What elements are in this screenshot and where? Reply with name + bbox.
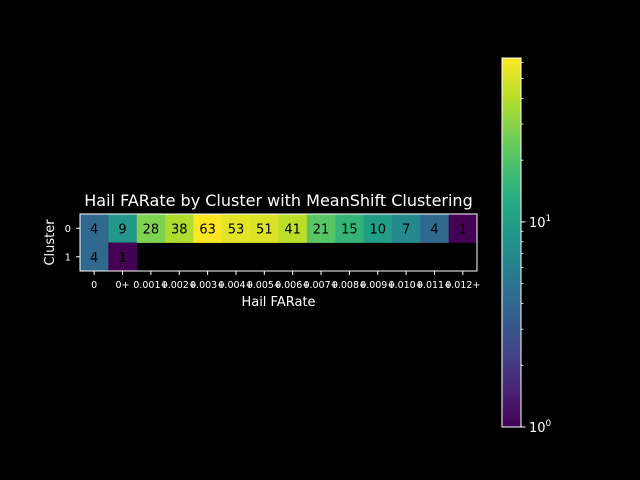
cell-value-label: 1 — [118, 251, 126, 266]
heatmap-cell — [165, 214, 194, 243]
x-tick-label: 0.011+ — [417, 280, 452, 291]
cell-value-label: 41 — [284, 222, 301, 237]
cell-value-label: 4 — [90, 251, 98, 266]
x-tick-label: 0 — [91, 280, 97, 291]
x-tick-label: 0.003+ — [190, 280, 225, 291]
heatmap-cell — [80, 214, 109, 243]
cell-value-label: 28 — [143, 222, 160, 237]
heatmap-cell — [391, 214, 421, 243]
y-tick-label: 1 — [65, 252, 71, 263]
heatmap-cell — [306, 214, 336, 243]
heatmap-cell — [278, 214, 308, 243]
cell-value-label: 63 — [199, 222, 216, 237]
cell-value-label: 51 — [256, 222, 273, 237]
cell-value-label: 7 — [402, 222, 410, 237]
colorbar-tick-label: 101 — [529, 214, 551, 231]
cell-value-label: 1 — [459, 222, 467, 237]
cell-value-label: 9 — [118, 222, 126, 237]
chart-title: Hail FARate by Cluster with MeanShift Cl… — [84, 191, 472, 210]
heatmap-cell — [108, 214, 138, 243]
heatmap-frame — [79, 213, 478, 272]
x-tick-label: 0.004+ — [218, 280, 253, 291]
cell-value-label: 10 — [369, 222, 386, 237]
heatmap-cell — [136, 214, 166, 243]
x-tick-label: 0.001+ — [133, 280, 168, 291]
heatmap-cell — [363, 214, 393, 243]
cell-value-label: 53 — [228, 222, 245, 237]
x-tick-label: 0.012+ — [445, 280, 480, 291]
colorbar-gradient — [501, 57, 522, 428]
heatmap-cell — [250, 214, 279, 243]
x-tick-label: 0+ — [116, 280, 130, 291]
x-tick-label: 0.008+ — [332, 280, 367, 291]
y-axis-label: Cluster — [43, 219, 58, 266]
x-axis-ticks: 0 0+ 0.001+0.002+0.003+0.004+0.005+0.006+0… — [91, 271, 480, 291]
x-tick-label: 0.009+ — [360, 280, 395, 291]
heatmap-cell — [448, 214, 478, 243]
heatmap-cell — [108, 242, 138, 272]
heatmap-cell — [80, 242, 109, 272]
cell-value-label: 4 — [90, 222, 98, 237]
cell-value-label: 21 — [313, 222, 330, 237]
heatmap-cell — [193, 214, 223, 243]
x-tick-label: 0.002+ — [162, 280, 197, 291]
cell-value-label: 15 — [341, 222, 358, 237]
colorbar-tick-label: 100 — [529, 419, 552, 436]
cell-value-label: 38 — [171, 222, 188, 237]
colorbar: 100 101 — [501, 57, 552, 436]
y-tick-label: 0 — [65, 224, 71, 235]
x-tick-label: 0.010+ — [389, 280, 424, 291]
cell-value-label: 4 — [430, 222, 438, 237]
heatmap-cells: 4 9 28 38 63 53 51 41 21 15 10 7 4 14 1 — [80, 214, 478, 272]
heatmap-cell — [221, 214, 251, 243]
x-tick-label: 0.005+ — [247, 280, 282, 291]
x-tick-label: 0.007+ — [303, 280, 338, 291]
heatmap-cell — [420, 214, 450, 243]
heatmap-cell — [335, 214, 364, 243]
x-tick-label: 0.006+ — [275, 280, 310, 291]
colorbar-ticks: 100 101 — [521, 61, 552, 436]
x-axis-label: Hail FARate — [241, 295, 315, 310]
y-axis-ticks: 01 — [65, 224, 80, 263]
